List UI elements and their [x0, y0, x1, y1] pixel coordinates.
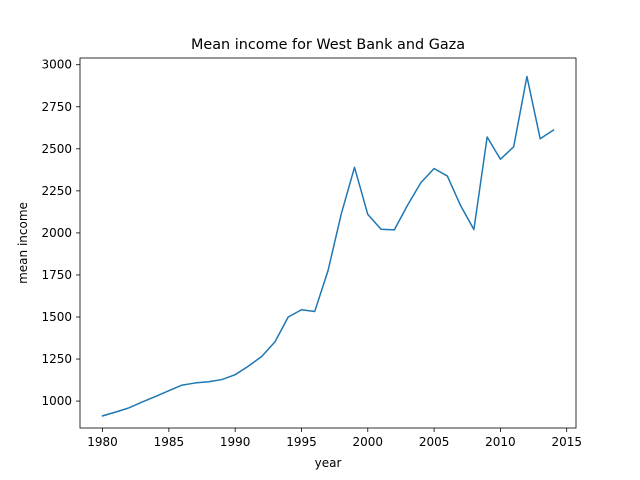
y-tick-label: 3000	[41, 58, 72, 72]
y-tick-label: 2250	[41, 184, 72, 198]
x-tick-label: 2015	[551, 435, 582, 449]
x-tick-label: 1995	[286, 435, 317, 449]
y-axis-label: mean income	[16, 202, 30, 284]
y-tick-label: 1750	[41, 268, 72, 282]
y-tick-label: 2750	[41, 100, 72, 114]
x-axis-ticks: 1980 1985 1990 1995 2000 2005 2010 2015	[87, 428, 582, 449]
y-tick-label: 2000	[41, 226, 72, 240]
x-tick-label: 1985	[154, 435, 185, 449]
chart-title: Mean income for West Bank and Gaza	[191, 37, 465, 53]
x-tick-label: 2000	[353, 435, 384, 449]
x-tick-label: 2005	[419, 435, 450, 449]
y-tick-label: 1250	[41, 352, 72, 366]
plot-area-frame	[79, 57, 577, 429]
y-axis-ticks: 1000 1250 1500 1750 2000 2250 2500 2750 3000	[41, 58, 80, 408]
series-layer	[101, 75, 555, 417]
x-tick-label: 1980	[87, 435, 118, 449]
series-line	[101, 75, 555, 417]
y-tick-label: 2500	[41, 142, 72, 156]
x-axis-label: year	[315, 456, 342, 470]
x-tick-label: 1990	[220, 435, 251, 449]
x-tick-label: 2010	[485, 435, 516, 449]
y-tick-label: 1500	[41, 310, 72, 324]
y-tick-label: 1000	[41, 394, 72, 408]
